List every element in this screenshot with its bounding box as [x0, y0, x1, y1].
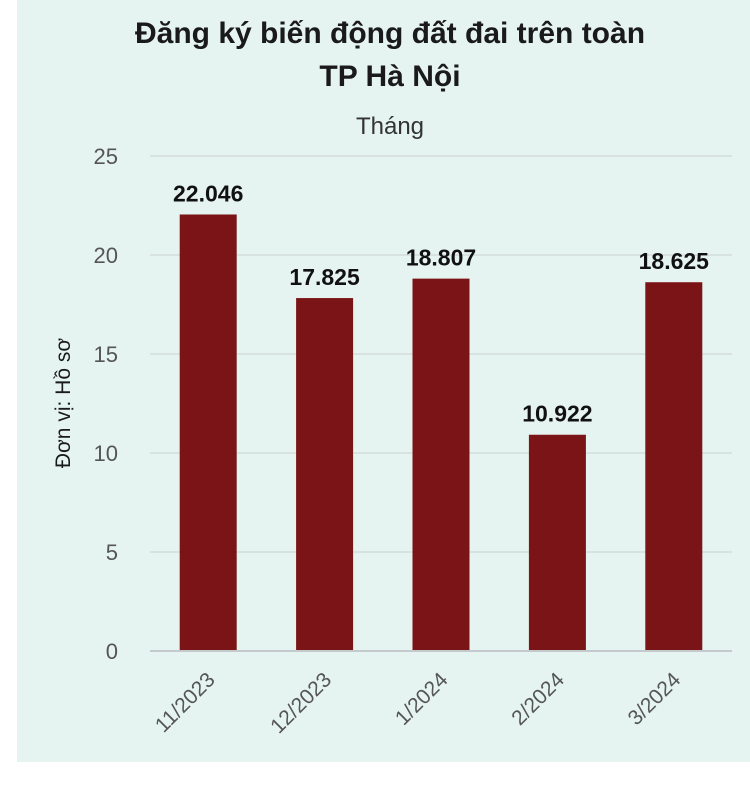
bars	[179, 214, 703, 651]
bar	[528, 434, 586, 651]
data-label: 18.625	[639, 248, 710, 274]
y-tick-label: 5	[106, 540, 118, 565]
x-tick-labels: 11/2023 12/2023 1/2024 2/2024 3/2024	[151, 668, 686, 738]
data-label: 17.825	[289, 264, 360, 290]
y-tick-label: 15	[94, 342, 118, 367]
data-label: 22.046	[173, 180, 243, 206]
x-tick-label: 12/2023	[266, 668, 336, 738]
chart-card	[17, 0, 750, 762]
data-labels: 22.046 17.825 18.807 10.922 18.625	[173, 180, 709, 426]
y-tick-label: 0	[106, 639, 118, 664]
chart-title-line-2: TP Hà Nội	[319, 60, 460, 93]
bar	[179, 214, 237, 651]
bar	[412, 278, 470, 651]
chart-title-line-1: Đăng ký biến động đất đai trên toàn	[135, 17, 645, 50]
data-label: 18.807	[406, 245, 476, 271]
x-tick-label: 2/2024	[507, 668, 569, 730]
x-tick-label: 1/2024	[391, 668, 453, 730]
chart-subtitle: Tháng	[356, 113, 424, 140]
x-tick-label: 3/2024	[624, 668, 686, 730]
bar	[645, 282, 703, 651]
chart-title: Đăng ký biến động đất đai trên toàn TP H…	[135, 17, 645, 93]
data-label: 10.922	[522, 401, 592, 427]
y-tick-label: 20	[94, 243, 118, 268]
y-axis-label: Đơn vị: Hồ sơ	[52, 338, 75, 468]
x-tick-label: 11/2023	[151, 668, 220, 737]
y-tick-labels: 0 5 10 15 20 25	[94, 144, 118, 664]
bar	[296, 298, 354, 651]
y-tick-label: 10	[94, 441, 118, 466]
y-tick-label: 25	[94, 144, 118, 169]
